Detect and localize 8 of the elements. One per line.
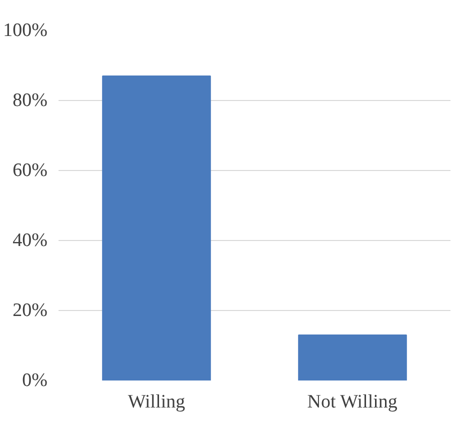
y-tick-label: 0% [22,370,48,391]
y-tick-label: 60% [12,160,48,181]
y-tick-label: 100% [3,20,48,41]
y-tick-label: 80% [12,90,48,111]
x-tick-label: Willing [128,392,186,412]
x-tick-label: Not Willing [307,392,398,412]
y-tick-label: 40% [12,230,48,251]
y-tick-label: 20% [12,300,48,321]
